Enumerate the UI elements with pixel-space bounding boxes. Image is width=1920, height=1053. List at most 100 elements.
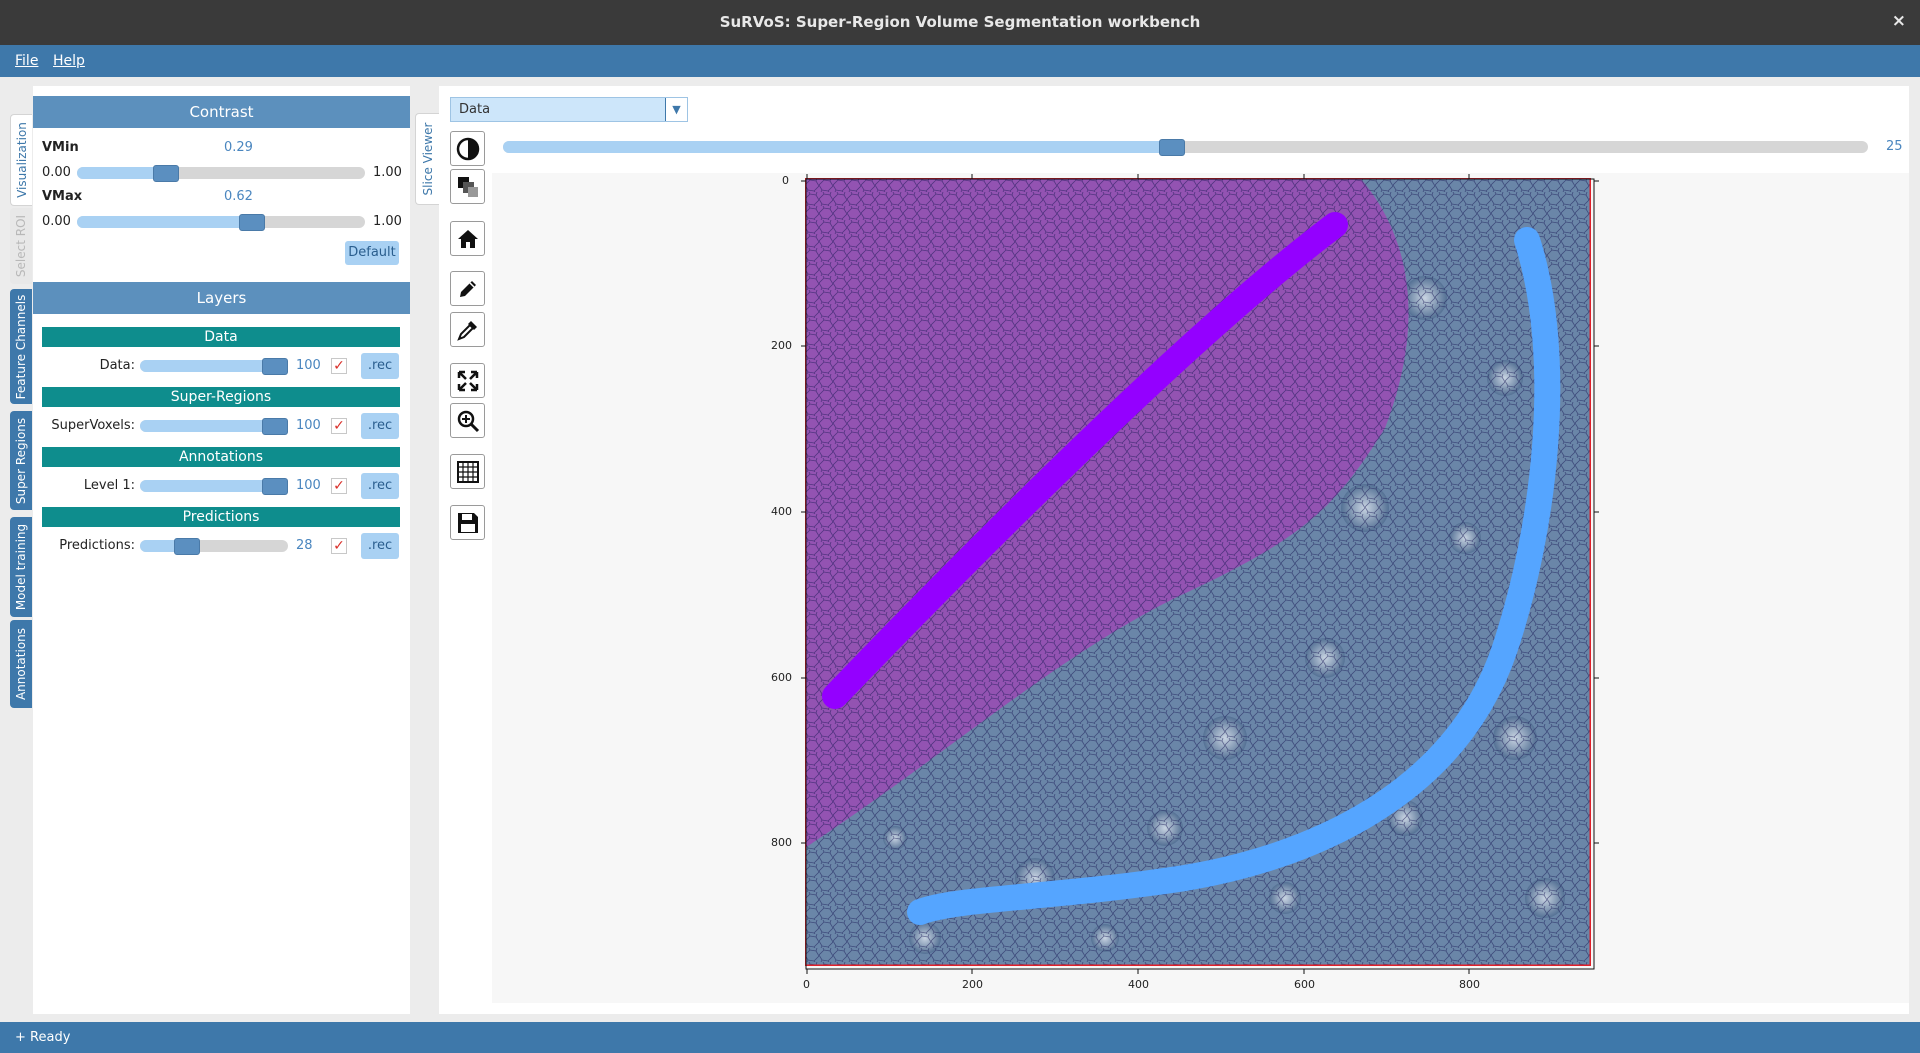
segmentation-image[interactable] [805, 178, 1591, 966]
default-button[interactable]: Default [345, 241, 399, 265]
tab-model-training-label: Model training [14, 523, 28, 611]
slice-value: 25 [1886, 139, 1903, 154]
layer-predictions-label: Predictions: [59, 538, 135, 553]
layer-predictions-slider-handle[interactable] [174, 538, 201, 555]
layer-level1-rec-button[interactable]: .rec [361, 473, 399, 499]
y-tick-800: 800 [771, 836, 792, 849]
grid-button[interactable] [450, 454, 485, 489]
tab-visualization-label: Visualization [14, 122, 29, 198]
title-bar: SuRVoS: Super-Region Volume Segmentation… [0, 0, 1920, 45]
vmin-slider-fill [77, 167, 166, 179]
home-button[interactable] [450, 221, 485, 256]
layer-supervoxels-value: 100 [296, 418, 321, 433]
vmax-slider-handle[interactable] [239, 214, 266, 231]
vmax-max-label: 1.00 [373, 214, 402, 229]
save-button[interactable] [450, 505, 485, 540]
vmax-value: 0.62 [224, 189, 253, 204]
window-title: SuRVoS: Super-Region Volume Segmentation… [719, 13, 1201, 31]
layer-group-super-regions: Super-Regions [42, 387, 400, 407]
layer-level1-label: Level 1: [83, 478, 135, 493]
zoom-in-icon [457, 410, 480, 433]
layer-supervoxels-slider-handle[interactable] [262, 418, 288, 435]
tab-select-roi-label: Select ROI [14, 214, 28, 278]
picker-icon [457, 321, 477, 341]
vmin-max-label: 1.00 [373, 165, 402, 180]
x-tick-0: 0 [803, 978, 810, 991]
blue-annotation-stroke [907, 227, 1561, 925]
status-text: + Ready [15, 1030, 71, 1045]
vmax-slider[interactable] [77, 216, 365, 228]
layer-supervoxels-rec-button[interactable]: .rec [361, 413, 399, 439]
pencil-button[interactable] [450, 271, 485, 306]
fullscreen-button[interactable] [450, 363, 485, 398]
zoom-in-button[interactable] [450, 403, 485, 438]
tab-slice-viewer[interactable]: Slice Viewer [415, 113, 439, 205]
layers-header: Layers [33, 282, 410, 314]
layer-supervoxels-label: SuperVoxels: [51, 418, 135, 433]
tab-annotations-label: Annotations [14, 627, 28, 701]
purple-annotation-stroke [822, 212, 1348, 709]
y-tick-400: 400 [771, 505, 792, 518]
layer-data-checkbox[interactable]: ✓ [331, 358, 347, 374]
layer-group-predictions: Predictions [42, 507, 400, 527]
menu-file[interactable]: File [15, 53, 39, 69]
vmin-label: VMin [42, 140, 79, 155]
tab-super-regions[interactable]: Super Regions [10, 411, 32, 510]
picker-button[interactable] [450, 312, 485, 347]
layer-data-slider[interactable] [140, 360, 288, 372]
contrast-button[interactable] [450, 131, 485, 166]
save-icon [458, 513, 478, 533]
status-bar: + Ready [0, 1022, 1920, 1053]
layer-level1-slider-handle[interactable] [262, 478, 288, 495]
layer-supervoxels-slider[interactable] [140, 420, 288, 432]
x-tick-600: 600 [1294, 978, 1315, 991]
vmin-slider-handle[interactable] [152, 165, 179, 182]
y-tick-200: 200 [771, 339, 792, 352]
grid-icon [457, 461, 479, 483]
layer-level1-slider[interactable] [140, 480, 288, 492]
data-select[interactable]: Data ▼ [450, 97, 688, 122]
layer-predictions-value: 28 [296, 538, 313, 553]
layer-group-data: Data [42, 327, 400, 347]
layer-level1-slider-fill [140, 480, 275, 492]
vmin-slider[interactable] [77, 167, 365, 179]
contrast-icon [456, 137, 480, 161]
close-icon[interactable]: × [1891, 11, 1906, 31]
chevron-down-icon[interactable]: ▼ [665, 98, 687, 121]
tab-feature-channels[interactable]: Feature Channels [10, 289, 32, 404]
slice-slider[interactable] [503, 141, 1868, 153]
layers-button[interactable] [450, 169, 485, 204]
layer-data-label: Data: [99, 358, 135, 373]
y-tick-0: 0 [782, 174, 789, 187]
visualization-panel: Contrast VMin 0.29 0.00 1.00 VMax 0.62 0… [33, 86, 410, 1014]
slice-slider-handle[interactable] [1159, 139, 1186, 156]
vmax-label: VMax [42, 189, 83, 204]
layers-icon [458, 177, 478, 197]
layer-predictions-checkbox[interactable]: ✓ [331, 538, 347, 554]
tab-slice-viewer-label: Slice Viewer [420, 122, 435, 196]
supervoxel-overlay [805, 178, 1591, 966]
tab-feature-channels-label: Feature Channels [14, 294, 28, 399]
layer-data-slider-handle[interactable] [262, 358, 288, 375]
layer-supervoxels-checkbox[interactable]: ✓ [331, 418, 347, 434]
layer-predictions-rec-button[interactable]: .rec [361, 533, 399, 559]
x-tick-800: 800 [1459, 978, 1480, 991]
tab-annotations[interactable]: Annotations [10, 620, 32, 708]
tab-model-training[interactable]: Model training [10, 517, 32, 617]
tab-visualization[interactable]: Visualization [10, 114, 32, 206]
x-tick-400: 400 [1128, 978, 1149, 991]
pencil-icon [460, 281, 476, 297]
layer-supervoxels-slider-fill [140, 420, 275, 432]
menu-help[interactable]: Help [53, 53, 85, 69]
y-tick-600: 600 [771, 671, 792, 684]
layer-level1-checkbox[interactable]: ✓ [331, 478, 347, 494]
layer-predictions-slider[interactable] [140, 540, 288, 552]
fullscreen-icon [457, 370, 479, 392]
tab-super-regions-label: Super Regions [14, 417, 28, 504]
x-tick-200: 200 [962, 978, 983, 991]
vmax-min-label: 0.00 [42, 214, 71, 229]
menu-bar: File Help [0, 45, 1920, 77]
tab-select-roi[interactable]: Select ROI [10, 208, 32, 284]
layer-data-rec-button[interactable]: .rec [361, 353, 399, 379]
vmin-min-label: 0.00 [42, 165, 71, 180]
